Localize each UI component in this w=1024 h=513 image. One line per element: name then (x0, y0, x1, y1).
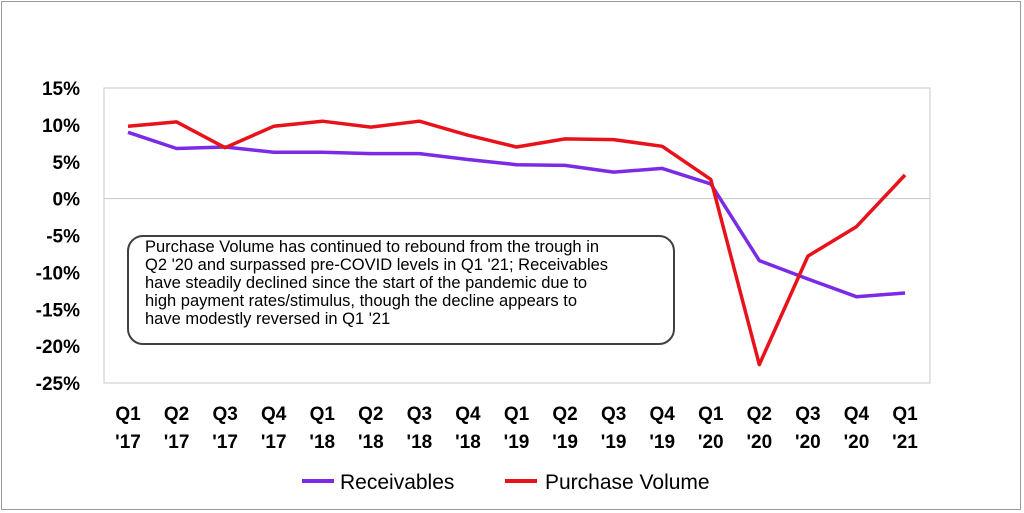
annotation-line: high payment rates/stimulus, though the … (145, 292, 578, 310)
x-tick-label: '19 (504, 432, 530, 453)
y-tick-label: -25% (36, 374, 80, 395)
series-line-purchase-volume (127, 119, 907, 367)
y-tick-label: -5% (46, 227, 80, 248)
x-tick-label: Q4 (261, 404, 287, 425)
series-lines (127, 119, 907, 367)
x-tick-label: Q4 (650, 404, 676, 425)
annotation-line: have modestly reversed in Q1 '21 (145, 310, 391, 328)
x-tick-label: Q2 (164, 404, 189, 425)
y-tick-label: -20% (36, 337, 80, 358)
x-tick-label: '20 (746, 432, 772, 453)
x-tick-label: '20 (795, 432, 821, 453)
x-tick-label: '17 (164, 432, 190, 453)
x-tick-label: Q3 (795, 404, 820, 425)
series-line-receivables (127, 130, 906, 299)
x-tick-label: Q1 (504, 404, 530, 425)
legend-label-purchase-volume: Purchase Volume (545, 471, 710, 494)
x-tick-label: Q1 (892, 404, 918, 425)
x-tick-label: Q2 (747, 404, 772, 425)
y-tick-label: -15% (36, 300, 80, 321)
x-tick-label: '21 (892, 432, 918, 453)
annotation-line: Q2 '20 and surpassed pre-COVID levels in… (145, 256, 609, 274)
x-tick-label: Q4 (844, 404, 870, 425)
x-tick-label: Q3 (212, 404, 237, 425)
x-tick-label: '20 (844, 432, 870, 453)
y-axis: 15% 10% 5% 0% -5% -10% -15% -20% -25% (36, 79, 80, 395)
annotation-line: Purchase Volume has continued to rebound… (145, 238, 600, 256)
x-tick-label: '17 (212, 432, 238, 453)
x-tick-label: Q3 (407, 404, 432, 425)
x-tick-label: Q3 (601, 404, 626, 425)
legend: Receivables Purchase Volume (302, 471, 710, 494)
y-tick-label: 10% (42, 116, 80, 137)
x-tick-label: '19 (649, 432, 675, 453)
x-tick-label: '20 (698, 432, 724, 453)
y-tick-label: 0% (53, 190, 81, 211)
x-tick-label: Q1 (698, 404, 724, 425)
x-tick-label: '18 (309, 432, 335, 453)
x-tick-label: Q2 (552, 404, 577, 425)
x-tick-label: '18 (358, 432, 384, 453)
x-axis: Q1 '17 Q2 '17 Q3 '17 Q4 '17 Q1 '18 Q2 '18 Q3 '18 Q4 '18… (115, 404, 918, 453)
x-tick-label: '19 (552, 432, 578, 453)
y-tick-label: 15% (42, 79, 80, 100)
x-tick-label: '19 (601, 432, 627, 453)
x-tick-label: Q1 (115, 404, 141, 425)
legend-label-receivables: Receivables (340, 471, 454, 494)
annotation-line: have steadily declined since the start o… (145, 274, 588, 292)
x-tick-label: Q1 (310, 404, 336, 425)
x-tick-label: '18 (455, 432, 481, 453)
x-tick-label: '18 (407, 432, 433, 453)
annotation-box (127, 235, 675, 345)
x-tick-label: Q4 (455, 404, 481, 425)
x-tick-label: '17 (115, 432, 141, 453)
y-tick-label: 5% (53, 153, 81, 174)
y-tick-label: -10% (36, 263, 80, 284)
x-tick-label: Q2 (358, 404, 383, 425)
annotation-text: Purchase Volume has continued to rebound… (145, 238, 665, 328)
x-tick-label: '17 (261, 432, 287, 453)
